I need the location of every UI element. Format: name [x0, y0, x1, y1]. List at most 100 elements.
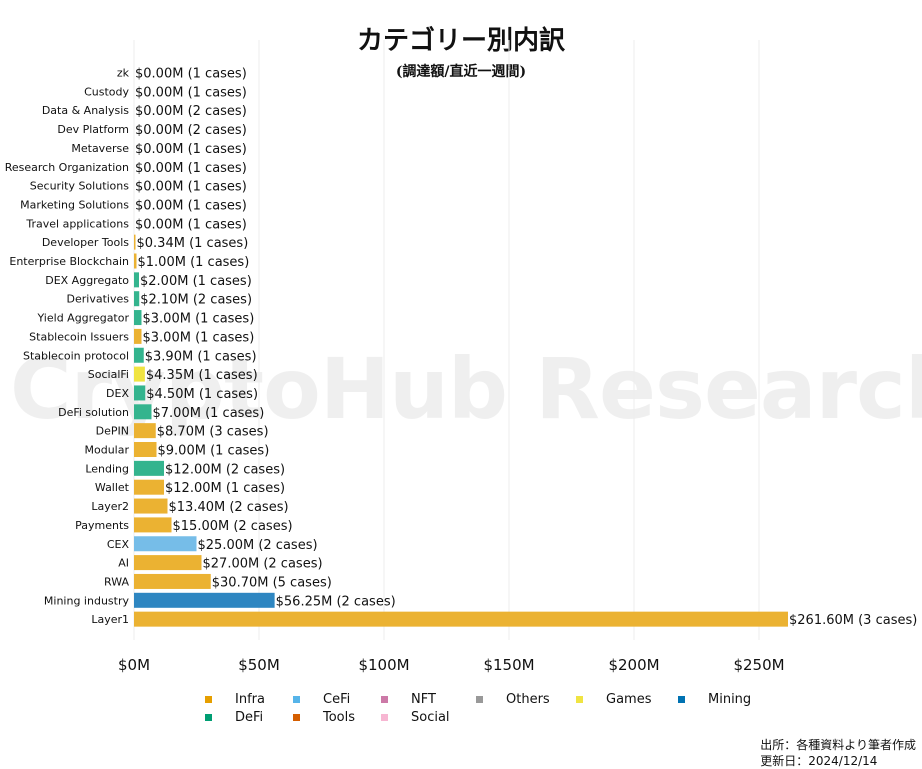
data-label: $8.70M (3 cases): [157, 425, 269, 440]
legend-swatch: [381, 713, 388, 721]
data-label: $13.40M (2 cases): [169, 500, 289, 515]
source-note: 出所：各種資料より筆者作成 更新日：2024/12/14: [760, 737, 916, 769]
source-line: 出所：各種資料より筆者作成: [760, 738, 916, 752]
y-tick-label: Stablecoin protocol: [23, 349, 129, 362]
legend-label: Social: [411, 709, 450, 725]
data-label: $2.00M (1 cases): [140, 274, 252, 289]
y-tick-label: Layer1: [91, 613, 129, 626]
data-label: $1.00M (1 cases): [138, 255, 250, 270]
data-label: $0.00M (1 cases): [135, 67, 247, 82]
x-tick-label: $0M: [118, 656, 150, 674]
legend-label: NFT: [411, 691, 436, 707]
legend-swatch: [476, 695, 483, 703]
data-label: $0.00M (1 cases): [135, 85, 247, 100]
bar: [134, 460, 164, 476]
data-label: $261.60M (3 cases): [789, 613, 917, 628]
y-tick-label: Mining industry: [44, 594, 130, 607]
legend-item: NFT: [381, 691, 476, 707]
legend-item: Infra: [205, 691, 293, 707]
data-label: $15.00M (2 cases): [173, 519, 293, 534]
bar: [134, 498, 168, 514]
legend-item: CeFi: [293, 692, 381, 707]
data-label: $4.50M (1 cases): [146, 387, 258, 402]
bar: [134, 536, 197, 552]
y-tick-label: Layer2: [91, 500, 129, 513]
bar: [134, 423, 156, 439]
y-tick-label: DEX Aggregato: [45, 274, 129, 287]
data-label: $4.35M (1 cases): [146, 368, 258, 383]
x-tick-label: $250M: [733, 656, 784, 674]
bar: [134, 385, 146, 401]
y-tick-label: Payments: [75, 519, 129, 532]
bar: [134, 404, 152, 420]
y-tick-label: zk: [117, 67, 130, 80]
bar: [134, 573, 211, 589]
data-label: $25.00M (2 cases): [198, 538, 318, 553]
bar: [134, 328, 142, 344]
y-tick-label: CEX: [107, 538, 130, 551]
data-label: $27.00M (2 cases): [203, 557, 323, 572]
data-label: $0.00M (1 cases): [135, 161, 247, 176]
y-tick-label: Yield Aggregator: [36, 312, 129, 325]
x-tick-label: $150M: [483, 656, 534, 674]
y-tick-label: Metaverse: [71, 142, 129, 155]
updated-date: 更新日：2024/12/14: [760, 754, 878, 768]
bar: [134, 611, 788, 627]
bar: [134, 555, 202, 571]
y-tick-label: Dev Platform: [57, 123, 129, 136]
legend-item: Others: [476, 692, 576, 707]
bar: [134, 272, 139, 288]
legend-label: Mining: [708, 691, 752, 707]
y-tick-label: SocialFi: [88, 368, 129, 381]
x-tick-label: $200M: [608, 656, 659, 674]
y-tick-label: DEX: [106, 387, 129, 400]
data-label: $0.00M (1 cases): [135, 180, 247, 195]
bar: [134, 253, 137, 269]
y-tick-label: RWA: [104, 575, 129, 588]
bar: [134, 366, 145, 382]
bar: [134, 517, 172, 533]
bar: [134, 347, 144, 363]
y-tick-label: Modular: [85, 444, 130, 457]
bar: [134, 442, 157, 457]
data-label: $0.00M (1 cases): [135, 217, 247, 232]
bar: [134, 310, 142, 326]
x-tick-label: $50M: [238, 656, 280, 674]
data-label: $3.00M (1 cases): [143, 312, 255, 327]
legend-label: DeFi: [235, 709, 264, 725]
watermark: CryptoHub Research: [10, 340, 922, 438]
legend-swatch: [576, 695, 583, 703]
y-tick-label: DeFi solution: [58, 406, 129, 419]
data-label: $0.00M (2 cases): [135, 123, 247, 138]
bar: [134, 291, 140, 307]
legend-item: Games: [576, 691, 678, 707]
legend-item: Social: [381, 709, 476, 725]
y-tick-label: Custody: [84, 85, 129, 98]
legend-swatch: [205, 695, 212, 703]
data-label: $7.00M (1 cases): [153, 406, 265, 421]
x-tick-label: $100M: [358, 656, 409, 674]
bar: [134, 234, 136, 250]
legend-swatch: [381, 695, 388, 703]
bar: [134, 592, 275, 608]
data-label: $9.00M (1 cases): [158, 444, 270, 459]
bar: [134, 479, 164, 495]
legend-item: Tools: [293, 710, 381, 725]
y-tick-label: Stablecoin Issuers: [29, 330, 129, 343]
legend-swatch: [293, 713, 300, 721]
chart-legend: Infra CeFi NFT Others Games Mining DeFi Tools So…: [205, 691, 768, 725]
y-tick-label: Wallet: [95, 481, 130, 494]
bar-chart: $0M $50M $100M $150M $200M $250M zk $0.00M (1 c…: [5, 40, 917, 674]
legend-swatch: [293, 695, 300, 703]
data-label: $56.25M (2 cases): [276, 594, 396, 609]
data-label: $2.10M (2 cases): [140, 293, 252, 308]
legend-label: Games: [606, 691, 652, 707]
chart-title: カテゴリー別内訳: [356, 26, 565, 56]
y-tick-label: Security Solutions: [30, 180, 129, 193]
legend-swatch: [678, 695, 685, 703]
y-tick-label: Travel applications: [25, 217, 129, 230]
legend-label: Infra: [235, 691, 265, 707]
legend-item: DeFi: [205, 709, 293, 725]
y-tick-label: Data & Analysis: [42, 104, 129, 117]
data-label: $3.90M (1 cases): [145, 349, 257, 364]
